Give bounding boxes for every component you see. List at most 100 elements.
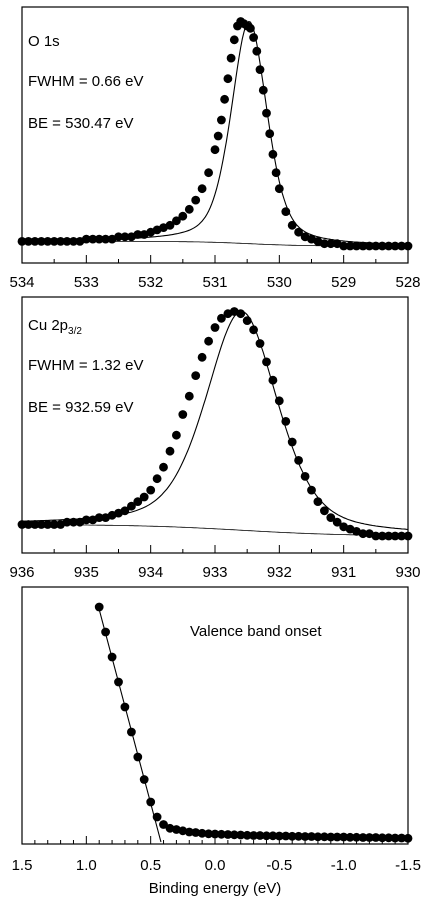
data-point bbox=[139, 492, 149, 502]
data-point bbox=[255, 339, 265, 348]
data-point bbox=[49, 237, 59, 246]
data-point bbox=[255, 65, 265, 74]
data-point bbox=[294, 831, 303, 841]
data-point bbox=[281, 417, 291, 426]
x-tick-label: -1.0 bbox=[331, 857, 357, 874]
x-tick-label: 531 bbox=[202, 274, 227, 291]
data-point bbox=[178, 211, 188, 221]
x-tick-label: 0.0 bbox=[205, 857, 226, 874]
data-point bbox=[262, 108, 271, 118]
data-point bbox=[30, 237, 40, 246]
x-tick-label: 1.5 bbox=[12, 857, 33, 874]
data-point bbox=[352, 241, 361, 251]
fit-curve bbox=[22, 20, 409, 245]
cu2p-label-subscript: 3/2 bbox=[68, 326, 82, 337]
x-tick-label: 530 bbox=[267, 274, 292, 291]
data-point bbox=[62, 237, 72, 246]
data-point bbox=[62, 517, 72, 527]
data-point bbox=[384, 241, 394, 251]
data-point bbox=[133, 497, 143, 506]
data-point bbox=[88, 234, 98, 244]
data-point bbox=[300, 832, 310, 841]
data-point bbox=[191, 195, 201, 205]
data-point bbox=[159, 820, 168, 829]
data-point bbox=[191, 828, 201, 837]
data-point bbox=[217, 829, 226, 839]
data-point bbox=[146, 797, 156, 807]
x-tick-label: 933 bbox=[202, 564, 227, 581]
data-point bbox=[191, 371, 201, 380]
data-point bbox=[262, 357, 271, 367]
x-tick-label: 930 bbox=[395, 564, 420, 581]
x-tick-label: 532 bbox=[138, 274, 163, 291]
data-point bbox=[220, 94, 230, 104]
data-point bbox=[384, 531, 394, 541]
cu2p-be-label: BE = 932.59 eV bbox=[28, 399, 134, 416]
data-point bbox=[133, 752, 143, 762]
data-point bbox=[242, 830, 252, 840]
data-point bbox=[43, 237, 53, 246]
x-tick-label: -1.5 bbox=[395, 857, 421, 874]
data-point bbox=[213, 131, 223, 141]
data-point bbox=[223, 830, 233, 839]
data-point bbox=[120, 232, 130, 242]
data-point bbox=[217, 313, 226, 323]
data-point bbox=[255, 831, 265, 840]
data-point bbox=[345, 241, 355, 251]
data-point bbox=[178, 410, 188, 419]
data-point bbox=[24, 237, 33, 246]
x-tick-label: 528 bbox=[395, 274, 420, 291]
data-point bbox=[249, 325, 258, 335]
data-point bbox=[114, 677, 123, 687]
data-point bbox=[358, 241, 368, 251]
data-point bbox=[326, 513, 336, 522]
data-point bbox=[307, 485, 316, 495]
data-point bbox=[236, 830, 246, 840]
data-point bbox=[81, 515, 91, 525]
data-point bbox=[69, 237, 78, 246]
data-point bbox=[249, 831, 258, 840]
data-point bbox=[268, 149, 278, 159]
o1s-be-label: BE = 530.47 eV bbox=[28, 115, 134, 132]
data-point bbox=[384, 833, 394, 843]
data-point bbox=[197, 352, 207, 362]
data-point bbox=[114, 232, 123, 242]
data-point bbox=[268, 375, 278, 385]
data-point bbox=[217, 115, 226, 125]
data-point bbox=[403, 531, 413, 541]
data-point bbox=[390, 241, 400, 251]
data-point bbox=[120, 702, 130, 712]
data-point bbox=[246, 23, 255, 33]
data-point bbox=[94, 234, 104, 244]
data-point bbox=[307, 832, 316, 841]
data-point bbox=[165, 220, 175, 230]
data-point bbox=[69, 517, 78, 527]
data-point bbox=[81, 234, 91, 244]
data-point bbox=[210, 323, 220, 332]
data-point bbox=[204, 168, 214, 178]
data-point bbox=[371, 241, 381, 251]
x-tick-label: 534 bbox=[9, 274, 34, 291]
data-point bbox=[139, 775, 149, 784]
data-point bbox=[274, 396, 284, 406]
data-point bbox=[332, 517, 342, 527]
data-point bbox=[326, 832, 336, 842]
data-point bbox=[262, 831, 271, 841]
data-point bbox=[229, 830, 239, 840]
data-point bbox=[126, 727, 136, 737]
data-point bbox=[197, 184, 207, 194]
data-point bbox=[252, 46, 262, 56]
data-point bbox=[287, 220, 297, 230]
data-point bbox=[345, 832, 355, 842]
x-axis-label: Binding energy (eV) bbox=[149, 880, 282, 897]
data-point bbox=[17, 237, 27, 246]
data-point bbox=[184, 391, 194, 401]
data-point bbox=[226, 53, 236, 63]
data-point bbox=[397, 531, 406, 541]
data-point bbox=[390, 833, 400, 843]
data-point bbox=[320, 506, 329, 516]
data-point bbox=[120, 506, 130, 516]
data-point bbox=[204, 829, 214, 839]
background-line bbox=[22, 524, 408, 536]
cu2p-fwhm-label: FWHM = 1.32 eV bbox=[28, 357, 143, 374]
